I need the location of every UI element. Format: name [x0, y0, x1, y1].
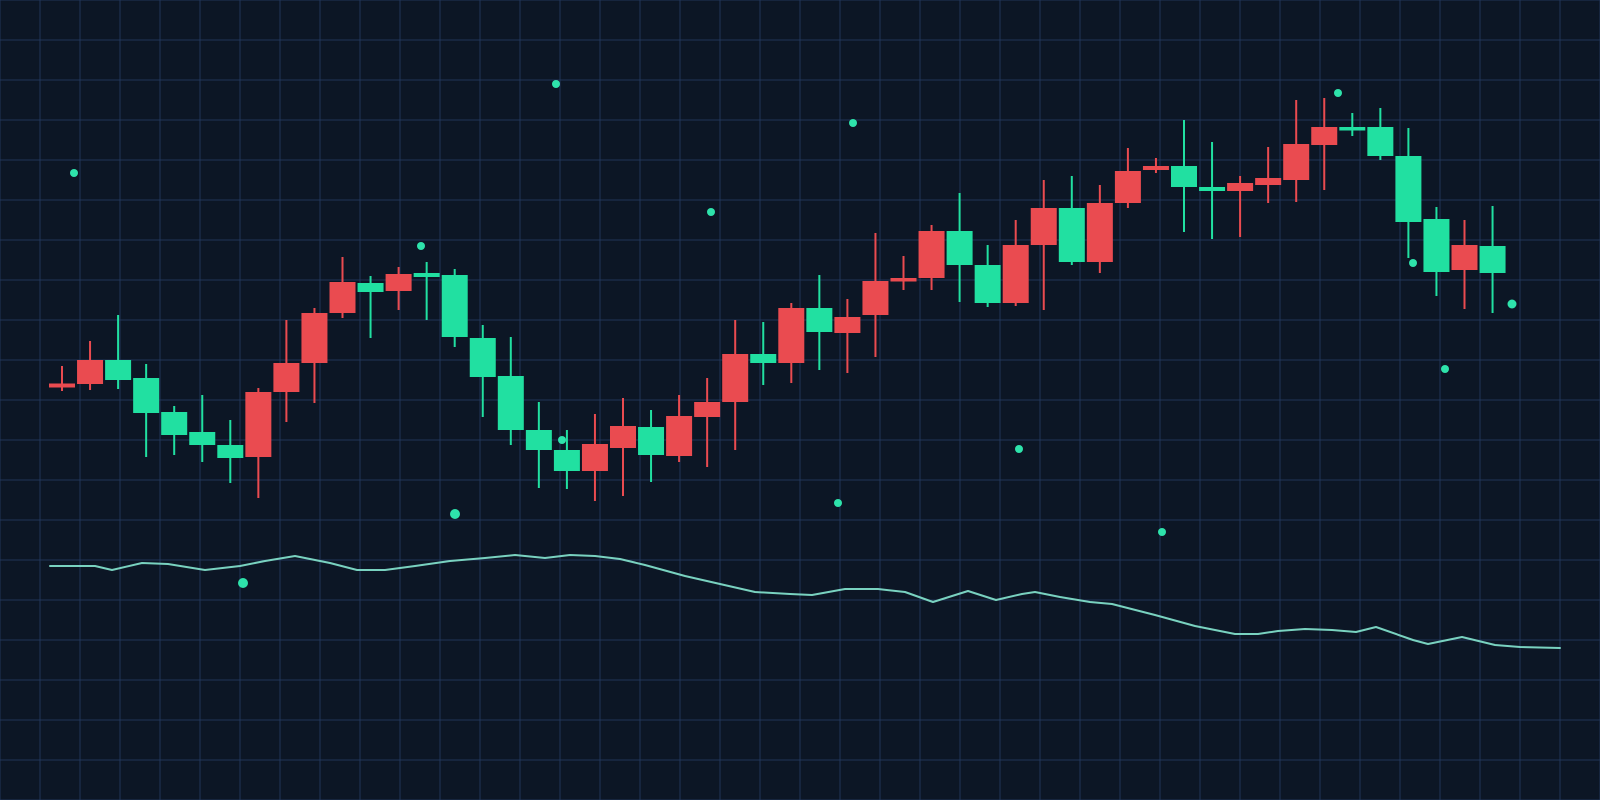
- moving-average-line: [49, 554, 1561, 649]
- candle-body: [77, 360, 104, 384]
- scatter-dot: [1409, 259, 1417, 267]
- candle-body: [273, 363, 300, 392]
- scatter-dot: [834, 499, 842, 507]
- candle-body: [525, 430, 552, 450]
- candle-body: [1114, 171, 1141, 203]
- scatter-dot: [238, 578, 248, 588]
- candle-body: [189, 432, 216, 445]
- candle-body: [329, 282, 356, 313]
- candle-body: [918, 231, 945, 278]
- candle-body: [385, 274, 412, 291]
- candle-body: [133, 378, 160, 413]
- scatter-dot: [558, 436, 566, 444]
- candle-body: [1479, 246, 1506, 273]
- candle-body: [862, 281, 889, 315]
- candle-body: [1227, 183, 1254, 191]
- candle-body: [441, 275, 468, 337]
- candle-body: [105, 360, 132, 380]
- candle-body: [638, 427, 665, 455]
- candle-body: [217, 445, 244, 458]
- candle-body: [1423, 219, 1450, 272]
- candle-body: [469, 338, 496, 377]
- candle-body: [1142, 166, 1169, 170]
- candle-body: [722, 354, 749, 402]
- candle-body: [1058, 208, 1085, 262]
- candle-body: [1395, 156, 1422, 222]
- candle-body: [553, 450, 580, 471]
- candle-body: [666, 416, 693, 456]
- moving-average-layer: [49, 554, 1561, 649]
- candle-body: [1002, 245, 1029, 303]
- candle-body: [890, 278, 917, 282]
- scatter-dot: [450, 509, 460, 519]
- scatter-dot: [849, 119, 857, 127]
- scatter-dot: [1441, 365, 1449, 373]
- candle-body: [1030, 208, 1057, 245]
- scatter-dot: [552, 80, 560, 88]
- candle-body: [1367, 127, 1394, 156]
- candle-body: [1283, 144, 1310, 180]
- candle-layer: [49, 98, 1506, 501]
- candle-body: [161, 412, 188, 435]
- candle-body: [413, 273, 440, 277]
- scatter-dot: [70, 169, 78, 177]
- candle-body: [49, 383, 75, 388]
- scatter-dot-layer: [70, 80, 1517, 588]
- candle-body: [610, 426, 636, 448]
- scatter-dot: [1507, 299, 1517, 309]
- candle-body: [1311, 127, 1338, 145]
- candle-body: [1255, 178, 1282, 185]
- candle-body: [778, 308, 805, 363]
- candle-body: [946, 231, 973, 265]
- scatter-dot: [417, 242, 425, 250]
- candle-body: [694, 402, 721, 417]
- scatter-dot: [707, 208, 715, 216]
- candle-body: [1171, 166, 1197, 187]
- candle-body: [806, 308, 833, 332]
- candle-body: [834, 317, 861, 333]
- candle-body: [750, 354, 777, 363]
- candle-body: [1199, 187, 1226, 191]
- scatter-dot: [1158, 528, 1166, 536]
- candle-body: [1086, 203, 1113, 262]
- candle-body: [974, 265, 1001, 303]
- candle-body: [497, 376, 524, 430]
- candle-body: [581, 444, 608, 471]
- candle-body: [245, 392, 272, 457]
- candle-body: [357, 283, 384, 292]
- candle-body: [301, 313, 328, 363]
- candle-body: [1339, 127, 1366, 131]
- scatter-dot: [1015, 445, 1023, 453]
- candle-body: [1451, 245, 1478, 270]
- scatter-dot: [1334, 89, 1342, 97]
